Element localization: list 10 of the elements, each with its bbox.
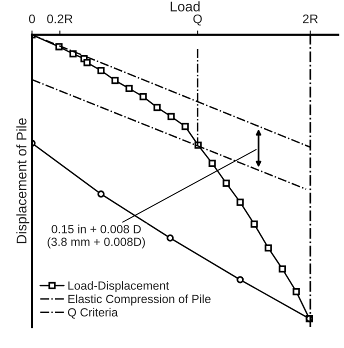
- legend-label: Load-Displacement: [68, 281, 170, 292]
- x-tick-label: 0.2R: [47, 14, 72, 24]
- x-tick-label: 2R: [302, 14, 318, 24]
- legend-label: Elastic Compression of Pile: [68, 294, 211, 306]
- legend-label: Q Criteria: [68, 308, 118, 319]
- x-axis-title: Load: [170, 1, 200, 12]
- x-tick-label: 0: [29, 14, 35, 24]
- annotation: 0.15 in + 0.008 D (3.8 mm + 0.008D): [48, 224, 145, 248]
- x-tick-label: Q: [193, 14, 202, 26]
- y-axis-title: Displacement of Pile: [16, 118, 30, 244]
